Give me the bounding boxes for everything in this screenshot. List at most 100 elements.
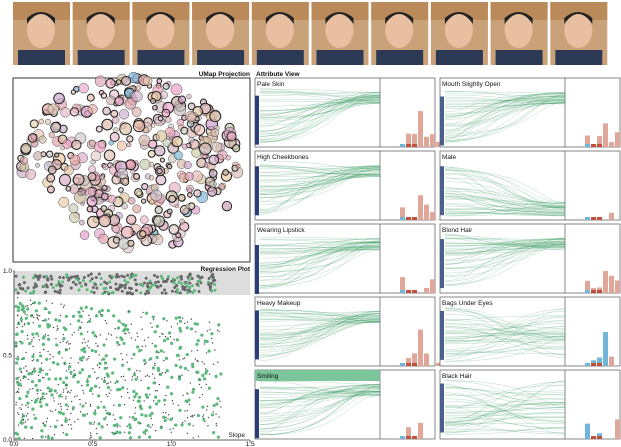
regression-point	[115, 423, 118, 426]
top-point	[157, 280, 160, 283]
umap-point	[172, 136, 182, 146]
regression-point	[92, 331, 95, 334]
regression-point	[159, 373, 160, 374]
umap-point	[33, 152, 42, 161]
umap-point	[209, 155, 219, 165]
regression-point	[25, 352, 26, 353]
x-axis-label: Slope	[228, 432, 245, 439]
regression-point	[52, 303, 53, 304]
regression-point	[65, 398, 66, 399]
regression-point	[206, 409, 207, 410]
regression-point	[128, 431, 131, 434]
regression-point	[118, 404, 121, 407]
hist-bar-sel	[597, 363, 602, 366]
top-point	[59, 289, 62, 292]
regression-point	[110, 390, 111, 391]
regression-point	[88, 320, 91, 323]
regression-point	[68, 424, 69, 425]
top-point	[139, 291, 142, 294]
regression-point	[148, 376, 149, 377]
regression-point	[81, 322, 82, 323]
regression-point	[29, 389, 30, 390]
regression-point	[208, 349, 211, 352]
umap-point	[122, 76, 131, 85]
regression-point	[190, 382, 191, 383]
umap-point	[185, 111, 196, 122]
top-point	[43, 275, 46, 278]
regression-point	[198, 436, 199, 437]
top-point	[156, 275, 159, 278]
regression-point	[86, 359, 87, 360]
regression-point	[192, 415, 193, 416]
regression-point	[51, 411, 52, 412]
umap-point	[194, 125, 205, 136]
top-point	[76, 279, 79, 282]
umap-point	[61, 108, 71, 118]
hist-bar	[603, 271, 608, 293]
attribute-label: Bags Under Eyes	[442, 300, 493, 307]
regression-point	[113, 414, 114, 415]
regression-point	[31, 341, 32, 342]
hist-bar	[424, 353, 429, 366]
regression-point	[27, 413, 28, 414]
regression-point	[40, 405, 43, 408]
regression-point	[64, 305, 65, 306]
umap-point	[69, 204, 78, 213]
regression-point	[56, 329, 57, 330]
top-point	[87, 274, 90, 277]
regression-point	[155, 430, 156, 431]
hist-bar-sel	[585, 144, 590, 147]
umap-point	[209, 170, 217, 178]
umap-point	[119, 109, 129, 119]
top-point	[139, 283, 142, 286]
regression-point	[66, 370, 67, 371]
x-tick-label: 1.5	[246, 441, 255, 447]
regression-point	[194, 322, 197, 325]
regression-point	[144, 340, 145, 341]
umap-point	[88, 173, 96, 181]
regression-point	[21, 404, 22, 405]
regression-point	[141, 349, 142, 350]
hist-bar	[430, 134, 435, 147]
regression-point	[120, 353, 121, 354]
attribute-label: High Cheekbones	[257, 154, 309, 161]
regression-point	[139, 370, 140, 371]
regression-point	[129, 416, 130, 417]
regression-point	[47, 377, 50, 380]
regression-point	[45, 373, 48, 376]
regression-point	[140, 423, 141, 424]
regression-point	[85, 402, 86, 403]
hist-bar-sel	[412, 144, 417, 147]
regression-point	[206, 384, 207, 385]
regression-point	[63, 334, 64, 335]
umap-point	[69, 213, 79, 223]
umap-point	[95, 76, 106, 87]
top-point	[106, 291, 109, 294]
top-point	[171, 278, 174, 281]
regression-point	[165, 395, 166, 396]
regression-point	[154, 344, 157, 347]
regression-point	[168, 331, 171, 334]
top-point	[44, 291, 47, 294]
umap-point	[73, 174, 84, 185]
umap-point	[120, 123, 132, 135]
umap-point	[71, 90, 75, 94]
regression-point	[178, 316, 181, 319]
regression-point	[52, 361, 55, 364]
regression-point	[63, 432, 64, 433]
umap-point	[140, 159, 150, 169]
regression-point	[105, 320, 106, 321]
regression-point	[84, 342, 85, 343]
regression-point	[147, 387, 150, 390]
umap-point	[47, 151, 53, 157]
regression-point	[121, 396, 122, 397]
regression-point	[26, 307, 29, 310]
regression-point	[178, 409, 181, 412]
regression-point	[40, 399, 41, 400]
regression-point	[172, 400, 173, 401]
regression-point	[36, 389, 39, 392]
regression-point	[187, 370, 188, 371]
regression-point	[213, 411, 214, 412]
regression-point	[92, 393, 93, 394]
hist-bar	[615, 132, 620, 147]
